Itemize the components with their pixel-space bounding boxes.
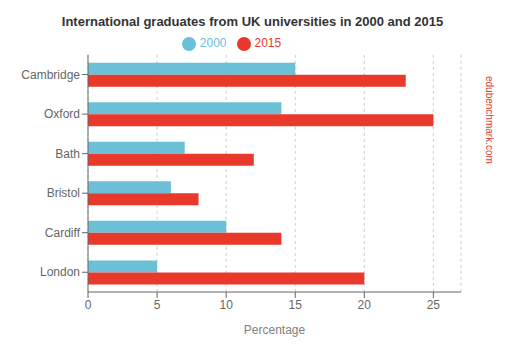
svg-text:Cardiff: Cardiff [45,226,81,240]
html-text:International graduates from U: International graduates from UK universi… [61,14,444,29]
svg-text:Bath: Bath [55,147,80,161]
svg-text:15: 15 [289,298,303,312]
svg-text:London: London [40,265,80,279]
svg-text:Oxford: Oxford [44,107,80,121]
html-text:2015: 2015 [254,36,282,50]
html-text:edubenchmark.com: edubenchmark.com [484,76,495,164]
svg-text:10: 10 [219,298,233,312]
svg-text:20: 20 [358,298,372,312]
svg-text:25: 25 [427,298,441,312]
html-text:2000: 2000 [199,36,227,50]
svg-text:Cambridge: Cambridge [21,68,80,82]
svg-text:Bristol: Bristol [47,186,80,200]
svg-text:Percentage: Percentage [244,323,306,337]
svg-text:5: 5 [154,298,161,312]
svg-text:0: 0 [85,298,92,312]
